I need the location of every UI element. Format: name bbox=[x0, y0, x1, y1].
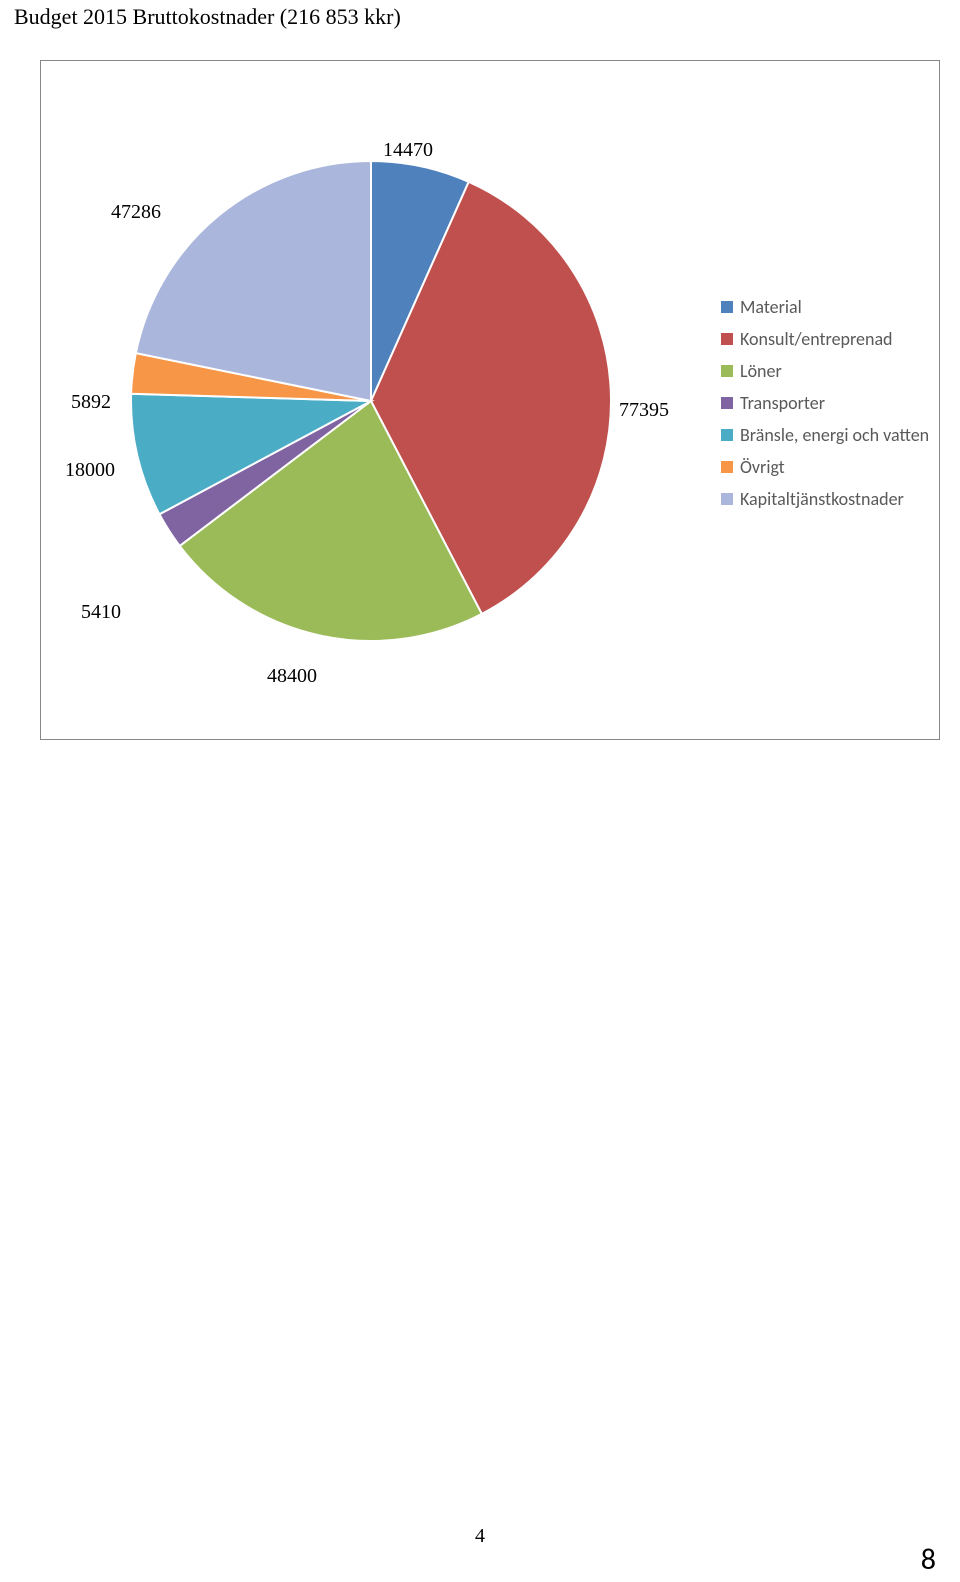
legend-label: Övrigt bbox=[740, 456, 785, 478]
legend-item: Övrigt bbox=[721, 456, 929, 478]
legend-swatch bbox=[721, 365, 733, 377]
footer-page-number: 4 bbox=[475, 1525, 485, 1548]
legend-item: Kapitaltjänstkostnader bbox=[721, 488, 929, 510]
legend-swatch bbox=[721, 429, 733, 441]
legend: Material Konsult/entreprenad Löner Transpor… bbox=[721, 296, 929, 520]
slice-label: 14470 bbox=[383, 139, 433, 162]
slice-label: 5410 bbox=[81, 601, 121, 624]
legend-label: Löner bbox=[740, 360, 782, 382]
footer-right-number: 8 bbox=[921, 1541, 936, 1578]
legend-item: Löner bbox=[721, 360, 929, 382]
slice-label: 18000 bbox=[65, 459, 115, 482]
legend-swatch bbox=[721, 493, 733, 505]
legend-swatch bbox=[721, 461, 733, 473]
slice-label: 5892 bbox=[71, 391, 111, 414]
pie-chart: 14470 77395 48400 5410 18000 5892 47286 Materi… bbox=[41, 61, 939, 739]
slice-label: 77395 bbox=[619, 399, 669, 422]
slice-label: 48400 bbox=[267, 665, 317, 688]
legend-label: Transporter bbox=[740, 392, 825, 414]
legend-item: Transporter bbox=[721, 392, 929, 414]
legend-item: Konsult/entreprenad bbox=[721, 328, 929, 350]
legend-swatch bbox=[721, 301, 733, 313]
legend-swatch bbox=[721, 397, 733, 409]
legend-label: Bränsle, energi och vatten bbox=[740, 424, 929, 446]
chart-container: 14470 77395 48400 5410 18000 5892 47286 Materi… bbox=[40, 60, 940, 740]
legend-label: Kapitaltjänstkostnader bbox=[740, 488, 904, 510]
legend-label: Material bbox=[740, 296, 802, 318]
legend-item: Bränsle, energi och vatten bbox=[721, 424, 929, 446]
legend-label: Konsult/entreprenad bbox=[740, 328, 893, 350]
legend-item: Material bbox=[721, 296, 929, 318]
legend-swatch bbox=[721, 333, 733, 345]
page-title: Budget 2015 Bruttokostnader (216 853 kkr… bbox=[14, 4, 401, 30]
slice-label: 47286 bbox=[111, 201, 161, 224]
